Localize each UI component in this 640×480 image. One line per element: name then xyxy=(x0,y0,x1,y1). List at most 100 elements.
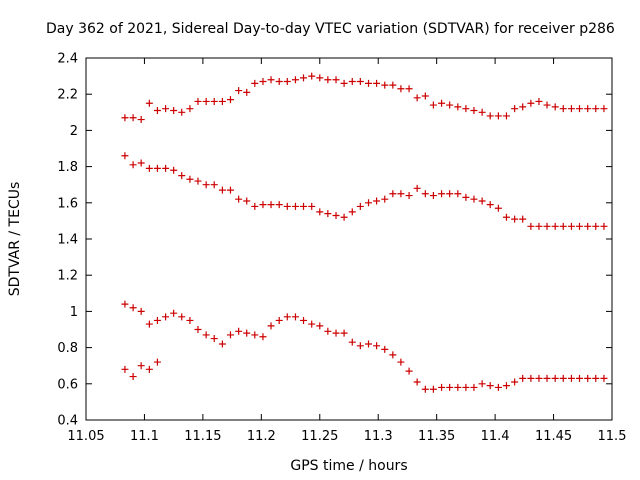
data-point xyxy=(275,201,283,209)
data-point xyxy=(210,181,218,189)
data-point xyxy=(300,202,308,210)
data-point xyxy=(600,105,608,113)
data-point xyxy=(576,374,584,382)
data-point xyxy=(494,383,502,391)
data-point xyxy=(186,175,194,183)
data-point xyxy=(527,222,535,230)
data-point xyxy=(170,309,178,317)
y-axis: 0.4 0.6 0.8 1 1.2 1.4 1.6 1.8 2 2.2 2.4 xyxy=(57,52,612,429)
data-point xyxy=(600,374,608,382)
data-point xyxy=(429,385,437,393)
data-point xyxy=(202,97,210,105)
data-point xyxy=(308,72,316,80)
data-point xyxy=(210,335,218,343)
y-axis-label: SDTVAR / TECUs xyxy=(7,182,23,297)
data-point xyxy=(397,85,405,93)
data-point xyxy=(137,159,145,167)
data-point xyxy=(324,76,332,84)
data-point xyxy=(494,112,502,120)
data-point xyxy=(194,97,202,105)
data-point xyxy=(202,331,210,339)
data-point xyxy=(527,99,535,107)
data-point xyxy=(251,331,259,339)
data-point xyxy=(348,78,356,86)
data-point xyxy=(218,340,226,348)
data-point xyxy=(527,374,535,382)
data-point xyxy=(251,79,259,87)
data-point xyxy=(316,74,324,82)
data-point xyxy=(340,79,348,87)
data-point xyxy=(413,378,421,386)
data-point xyxy=(275,78,283,86)
data-point xyxy=(365,340,373,348)
data-point xyxy=(251,202,259,210)
data-point xyxy=(567,105,575,113)
data-point xyxy=(316,322,324,330)
data-point xyxy=(259,201,267,209)
data-point xyxy=(429,101,437,109)
data-point xyxy=(567,374,575,382)
data-point xyxy=(511,215,519,223)
data-point xyxy=(153,106,161,114)
data-point xyxy=(259,78,267,86)
data-point xyxy=(502,213,510,221)
data-point xyxy=(543,101,551,109)
data-point xyxy=(559,222,567,230)
data-point xyxy=(226,331,234,339)
x-tick-label: 11.35 xyxy=(418,429,455,444)
data-point xyxy=(502,112,510,120)
data-point xyxy=(153,316,161,324)
data-point xyxy=(340,213,348,221)
data-point xyxy=(535,222,543,230)
data-point xyxy=(381,81,389,89)
x-tick-label: 11.1 xyxy=(130,429,159,444)
data-point xyxy=(145,365,153,373)
data-point xyxy=(381,345,389,353)
data-point xyxy=(381,195,389,203)
data-point xyxy=(356,78,364,86)
data-point xyxy=(194,177,202,185)
y-tick-label: 0.4 xyxy=(57,414,78,429)
data-point xyxy=(308,320,316,328)
y-tick-label: 1 xyxy=(70,305,78,320)
data-point xyxy=(365,199,373,207)
data-point xyxy=(559,374,567,382)
x-tick-label: 11.15 xyxy=(184,429,221,444)
data-points xyxy=(121,72,608,393)
data-point xyxy=(129,161,137,169)
y-tick-label: 0.6 xyxy=(57,377,78,392)
data-point xyxy=(356,202,364,210)
data-point xyxy=(300,316,308,324)
data-point xyxy=(218,97,226,105)
data-point xyxy=(226,186,234,194)
data-point xyxy=(535,97,543,105)
data-point xyxy=(413,94,421,102)
data-point xyxy=(405,85,413,93)
data-point xyxy=(454,190,462,198)
data-point xyxy=(137,362,145,370)
data-point xyxy=(235,327,243,335)
data-point xyxy=(275,316,283,324)
data-point xyxy=(429,192,437,200)
data-point xyxy=(332,211,340,219)
data-point xyxy=(413,184,421,192)
y-tick-label: 1.6 xyxy=(57,196,78,211)
y-tick-label: 2.4 xyxy=(57,52,78,67)
data-point xyxy=(162,105,170,113)
data-point xyxy=(373,79,381,87)
data-point xyxy=(259,333,267,341)
data-point xyxy=(446,383,454,391)
data-point xyxy=(170,166,178,174)
data-point xyxy=(478,197,486,205)
x-tick-label: 11.05 xyxy=(67,429,104,444)
data-point xyxy=(235,87,243,95)
data-point xyxy=(186,105,194,113)
data-point xyxy=(178,172,186,180)
data-point xyxy=(243,197,251,205)
data-point xyxy=(397,190,405,198)
data-point xyxy=(348,208,356,216)
data-point xyxy=(551,222,559,230)
data-point xyxy=(494,204,502,212)
data-point xyxy=(535,374,543,382)
